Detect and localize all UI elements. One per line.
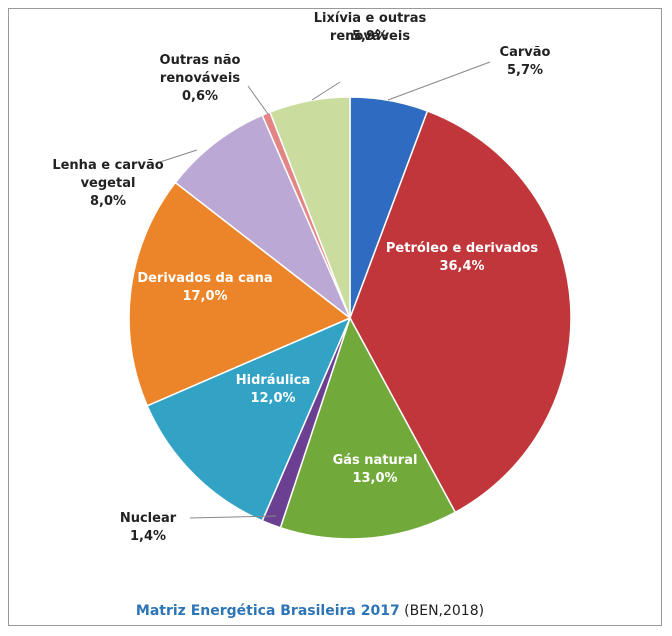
slice-value: 17,0% — [182, 289, 228, 304]
slice-name: Lenha e carvão vegetal — [52, 158, 164, 191]
slice-name: Petróleo e derivados — [385, 241, 539, 256]
slice — [174, 114, 351, 319]
slice-value: 36,4% — [439, 259, 485, 274]
leader-line — [189, 515, 277, 519]
leader-line — [247, 85, 269, 115]
slice-name: Lixívia e outras renováveis — [313, 11, 427, 44]
slice-value: 5,9% — [351, 29, 389, 44]
slice-name: Hidráulica — [235, 373, 311, 388]
frame — [8, 8, 662, 626]
slice-value: 0,6% — [181, 89, 219, 104]
slice-name: Carvão — [499, 45, 551, 60]
slice — [128, 181, 352, 407]
leader-line — [159, 149, 198, 163]
slice-name: Nuclear — [119, 511, 177, 526]
caption: Matriz Energética Brasileira 2017 (BEN,2… — [0, 603, 620, 619]
slice — [349, 110, 572, 514]
slice-name: Derivados da cana — [137, 271, 273, 286]
leader-line — [387, 61, 491, 101]
slice-value: 12,0% — [250, 391, 296, 406]
slice — [279, 316, 457, 540]
slice-name: Gás natural — [332, 453, 418, 468]
slice — [268, 96, 351, 319]
slice-value: 1,4% — [129, 529, 167, 544]
leader-line — [311, 81, 341, 101]
slice-value: 8,0% — [89, 194, 127, 209]
caption-title: Matriz Energética Brasileira 2017 — [135, 603, 400, 619]
slice-value: 5,7% — [506, 63, 544, 78]
slice-name: Outras não renováveis — [159, 53, 241, 86]
caption-source: (BEN,2018) — [404, 603, 485, 619]
slice — [146, 316, 352, 522]
slice-value: 13,0% — [352, 471, 398, 486]
